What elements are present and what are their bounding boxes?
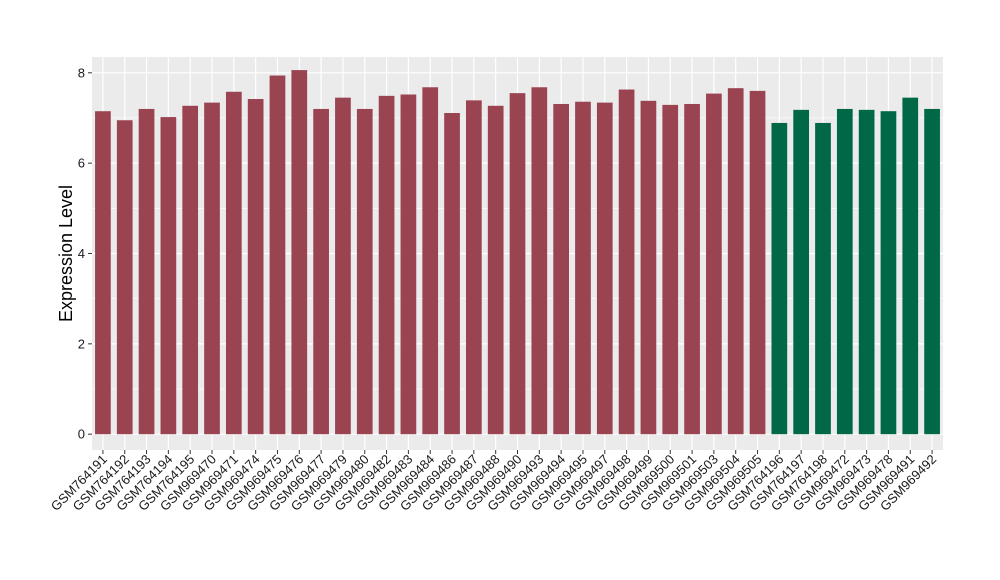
bar-GSM969474 (247, 99, 264, 435)
bar-GSM764194 (160, 117, 177, 435)
bar-GSM969504 (727, 88, 744, 435)
bar-GSM764191 (95, 111, 111, 435)
bar-GSM969495 (575, 101, 591, 435)
x-axis: GSM764191GSM764192GSM764193GSM764194GSM7… (48, 450, 939, 514)
y-tick-label: 0 (78, 427, 85, 442)
y-axis-title: Expression Level (56, 185, 76, 322)
bar-GSM969493 (531, 87, 548, 435)
bars (95, 70, 940, 435)
bar-GSM969494 (553, 103, 569, 435)
bar-GSM764197 (793, 109, 810, 435)
bar-GSM969472 (836, 108, 853, 435)
bar-GSM969482 (378, 95, 395, 435)
bar-GSM969491 (902, 97, 919, 435)
bar-GSM969486 (444, 113, 460, 435)
y-tick-label: 8 (78, 65, 85, 80)
bar-GSM969471 (225, 91, 242, 435)
bar-GSM764195 (182, 105, 199, 435)
bar-GSM969500 (662, 104, 679, 435)
bar-GSM764193 (138, 108, 155, 435)
y-tick-label: 2 (78, 336, 85, 351)
bar-GSM969488 (487, 105, 504, 435)
bar-GSM764192 (116, 120, 133, 435)
bar-GSM764198 (815, 122, 831, 435)
bar-GSM969503 (706, 93, 722, 435)
y-tick-label: 4 (78, 246, 85, 261)
bar-GSM969497 (596, 102, 613, 435)
y-axis: 0 2 4 6 8 (78, 65, 92, 442)
bar-GSM969499 (640, 100, 657, 435)
bar-GSM969478 (880, 111, 897, 435)
bar-GSM969501 (684, 103, 700, 435)
bar-GSM969483 (400, 94, 417, 435)
bar-GSM969492 (924, 108, 940, 435)
bar-GSM969477 (313, 108, 329, 435)
bar-GSM969505 (749, 90, 766, 435)
bar-GSM969479 (335, 97, 351, 435)
y-tick-label: 6 (78, 156, 85, 171)
bar-GSM764196 (771, 122, 788, 435)
bar-GSM969470 (204, 102, 220, 435)
bar-GSM969480 (356, 108, 373, 435)
bar-GSM969498 (618, 89, 635, 435)
bar-GSM969490 (509, 93, 526, 435)
bar-GSM969473 (858, 109, 875, 435)
bar-GSM969475 (269, 75, 286, 435)
bar-GSM969487 (466, 100, 482, 435)
bar-GSM969476 (291, 70, 308, 435)
bar-GSM969484 (422, 87, 439, 435)
